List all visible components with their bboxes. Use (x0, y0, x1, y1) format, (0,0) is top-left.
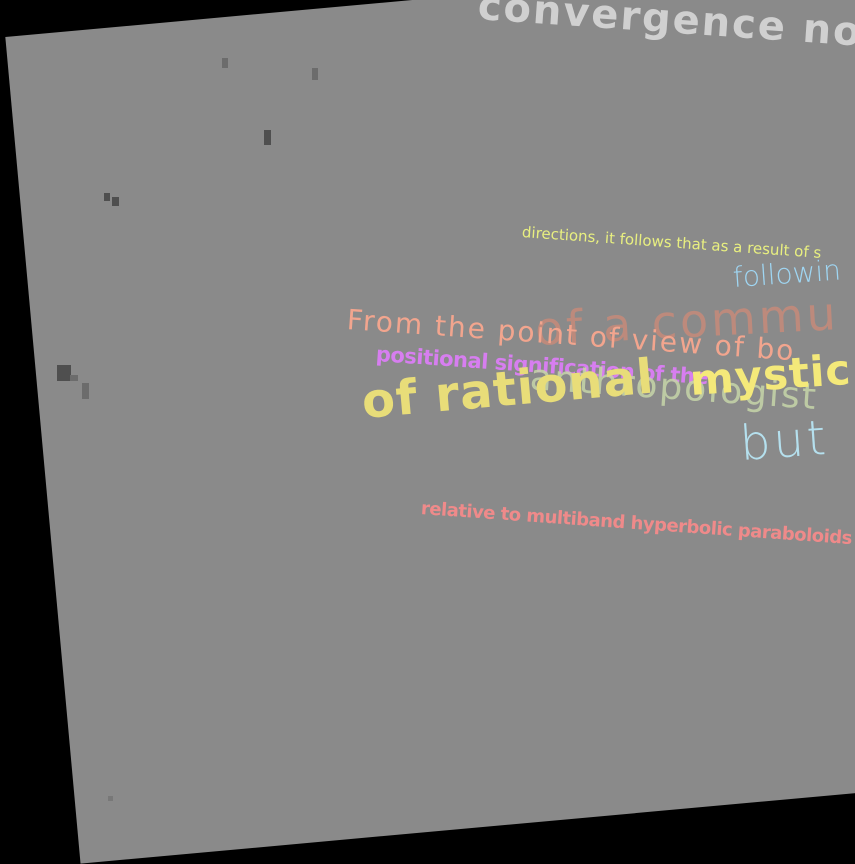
speck-mark (82, 383, 89, 399)
text-mystic: mystic (688, 344, 853, 405)
text-but: but (738, 409, 831, 472)
speck-mark (108, 796, 113, 801)
speck-mark (312, 68, 318, 80)
speck-mark (264, 130, 271, 145)
speck-mark (222, 58, 228, 68)
paper-sheet (5, 0, 855, 864)
speck-mark (104, 193, 110, 201)
speck-mark (70, 375, 78, 381)
speck-mark (112, 197, 119, 206)
speck-mark (57, 365, 71, 381)
